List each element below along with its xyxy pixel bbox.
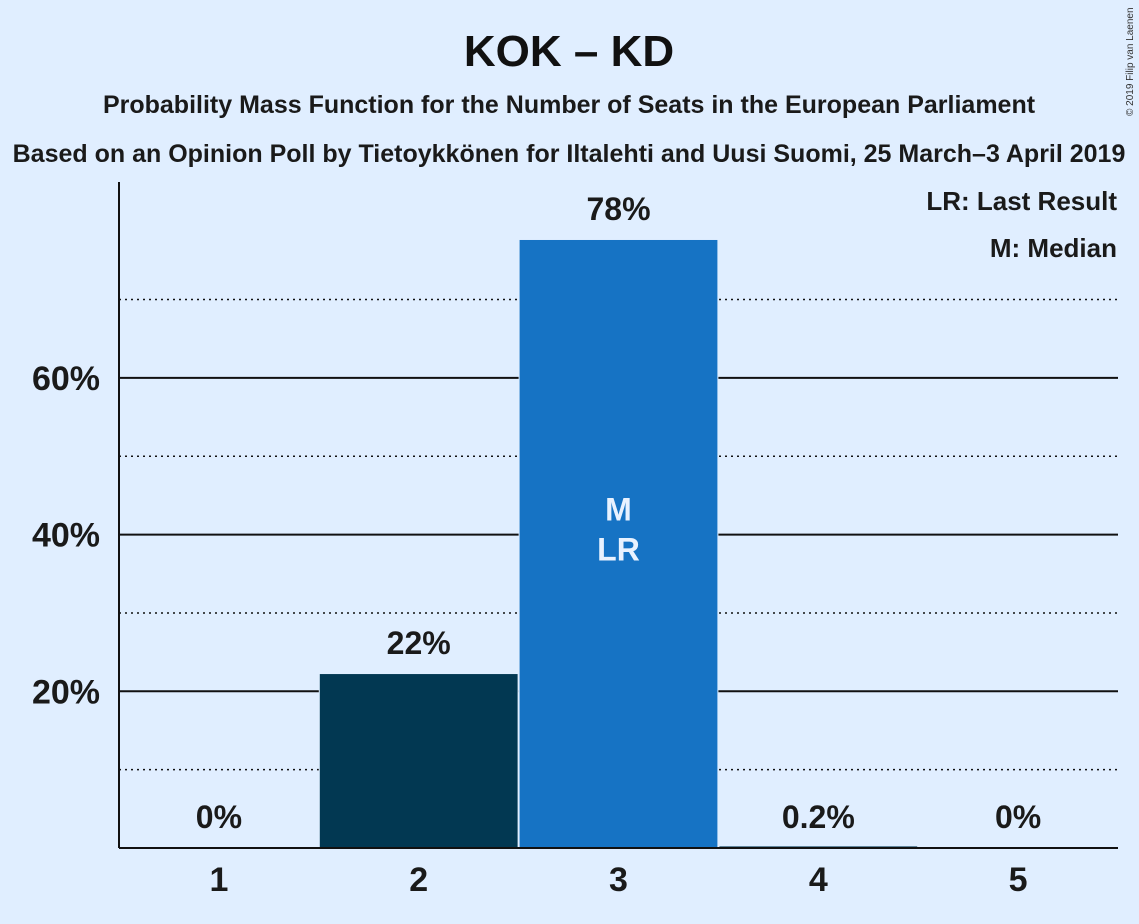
copyright-note: © 2019 Filip van Laenen xyxy=(1125,7,1136,116)
bar-value-label: 78% xyxy=(586,191,650,227)
bar xyxy=(519,239,718,848)
bar-value-label: 0.2% xyxy=(782,799,855,835)
legend-entry: LR: Last Result xyxy=(926,186,1117,216)
y-tick-label: 60% xyxy=(32,360,100,398)
bar-marker-label: M LR xyxy=(597,492,640,568)
chart-subtitle-source: Based on an Opinion Poll by Tietoykkönen… xyxy=(13,140,1126,168)
x-tick-label: 4 xyxy=(809,861,828,899)
x-tick-label: 3 xyxy=(609,861,628,899)
bar-marker-line: M xyxy=(605,492,632,528)
y-tick-label: 40% xyxy=(32,517,100,555)
x-tick-label: 1 xyxy=(209,861,228,899)
bar-value-label: 22% xyxy=(387,625,451,661)
bar-value-label: 0% xyxy=(995,799,1041,835)
legend-entry: M: Median xyxy=(990,233,1117,263)
bar-marker-line: LR xyxy=(597,532,640,568)
bar xyxy=(319,674,518,848)
bar-value-label: 0% xyxy=(196,799,242,835)
chart-subtitle: Probability Mass Function for the Number… xyxy=(103,91,1036,119)
x-tick-label: 5 xyxy=(1009,861,1028,899)
y-tick-label: 20% xyxy=(32,673,100,711)
x-tick-label: 2 xyxy=(409,861,428,899)
chart-title: KOK – KD xyxy=(464,27,674,76)
